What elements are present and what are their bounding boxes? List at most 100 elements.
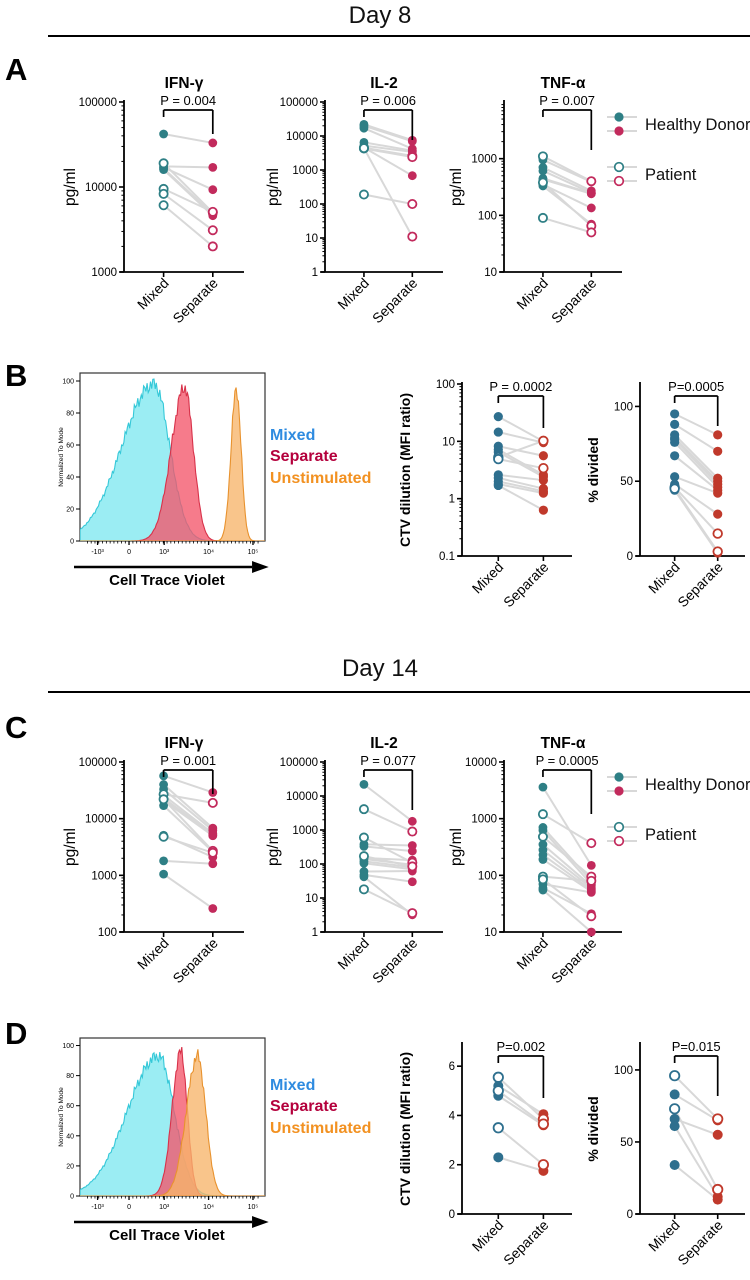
y-tick-label: 0.1 <box>439 551 455 563</box>
flow-legend-item-separate-2: Separate <box>270 1098 338 1116</box>
data-point <box>713 446 723 456</box>
y-tick-label: 10000 <box>85 814 117 826</box>
data-point <box>158 200 169 211</box>
y-tick-label: 100 <box>478 870 497 882</box>
data-point <box>538 782 548 792</box>
legend-label-healthy-donor-2: Healthy Donor <box>645 775 750 794</box>
data-point <box>713 488 723 498</box>
plot-title: IL-2 <box>370 75 398 92</box>
flow-y-tick: 100 <box>62 379 74 386</box>
y-tick-label: 1000 <box>292 825 318 837</box>
y-tick-label: 100 <box>614 1065 633 1077</box>
data-point <box>407 877 417 887</box>
data-point <box>493 480 503 491</box>
flow-x-tick: -10³ <box>91 1204 104 1211</box>
data-point <box>538 475 548 485</box>
data-point <box>208 163 218 172</box>
plot-b-ctv-dilution: 0.1 1 10 100 P = 0.0002 CTV dilution (MFI rat… <box>397 362 586 616</box>
flow-x-tick: 10⁵ <box>248 549 259 556</box>
x-category-label: Mixed <box>469 559 507 597</box>
data-point <box>493 427 503 437</box>
data-point <box>158 188 169 199</box>
plot-b-percent-divided: 0 50 100 P=0.0005 % divided Mixed Separate <box>585 362 750 616</box>
panel-letter-b: B <box>5 358 28 393</box>
y-tick-label: 100 <box>98 927 117 939</box>
y-tick-label: 100000 <box>280 97 318 109</box>
data-point <box>538 505 548 515</box>
y-tick-label: 1000 <box>471 814 497 826</box>
x-axis-arrow-icon <box>252 561 269 573</box>
x-category-label: Separate <box>500 559 552 611</box>
data-point <box>670 409 680 419</box>
data-point <box>493 412 503 422</box>
data-point <box>537 809 548 820</box>
y-tick-label: 2 <box>449 1160 455 1172</box>
data-point <box>538 885 548 895</box>
x-category-label: Separate <box>674 559 726 611</box>
plot-title: TNF-α <box>541 75 586 92</box>
legend-marker-filled-pair-2 <box>605 770 639 800</box>
data-point <box>492 1085 504 1097</box>
y-tick-label: 100000 <box>79 757 117 769</box>
flow-legend-item-unstimulated-2: Unstimulated <box>270 1119 372 1137</box>
data-point <box>407 846 417 856</box>
y-tick-label: 10000 <box>286 791 318 803</box>
flow-y-tick: 40 <box>66 475 74 482</box>
data-point <box>669 1070 681 1082</box>
data-point <box>538 488 548 498</box>
data-point <box>537 212 548 223</box>
legend-marker-filled-pair <box>605 110 639 140</box>
y-tick-label: 10 <box>305 893 318 905</box>
data-point <box>669 1103 681 1115</box>
flow-legend-b: Mixed Separate Unstimulated <box>270 425 371 489</box>
p-value-annotation: P = 0.0002 <box>489 379 552 394</box>
data-point <box>669 1113 680 1124</box>
plot-title: IFN-γ <box>165 75 204 92</box>
legend-row-patient-2: Patient <box>605 820 750 850</box>
data-point <box>407 908 418 919</box>
y-axis-title: pg/ml <box>448 828 465 866</box>
x-category-label: Separate <box>369 935 421 987</box>
y-tick-label: 10 <box>484 927 497 939</box>
data-point <box>537 1118 549 1130</box>
section-divider-day14 <box>48 691 750 693</box>
y-tick-label: 100 <box>614 401 633 413</box>
flow-legend-item-unstimulated: Unstimulated <box>270 469 372 487</box>
legend-label-patient-2: Patient <box>645 825 697 844</box>
y-tick-label: 100000 <box>280 757 318 769</box>
data-point <box>586 875 597 886</box>
y-tick-label: 1 <box>312 927 318 939</box>
y-tick-label: 50 <box>620 1137 633 1149</box>
x-category-label: Mixed <box>469 1217 507 1255</box>
p-value-annotation: P = 0.007 <box>539 93 595 108</box>
flow-y-tick: 60 <box>66 1103 74 1110</box>
y-axis-title: % divided <box>585 437 601 502</box>
y-tick-label: 10 <box>442 436 455 448</box>
y-tick-label: 1000 <box>91 870 117 882</box>
legend-marker-open-pair-2 <box>605 820 639 850</box>
y-axis-title: CTV dilution (MFI ratio) <box>397 393 413 547</box>
x-category-label: Mixed <box>334 275 372 313</box>
data-point <box>712 1113 724 1125</box>
flow-legend-item-mixed: Mixed <box>270 427 316 444</box>
data-point <box>712 1183 724 1196</box>
x-category-label: Separate <box>674 1217 726 1269</box>
x-category-label: Mixed <box>513 275 551 313</box>
y-tick-label: 6 <box>449 1061 455 1073</box>
data-point <box>537 151 548 162</box>
flow-x-tick: 0 <box>127 549 131 556</box>
y-tick-label: 0 <box>449 1209 455 1221</box>
data-point <box>159 856 168 866</box>
data-point <box>538 451 548 461</box>
flow-y-tick: 80 <box>66 1073 74 1080</box>
y-tick-label: 100 <box>299 199 318 211</box>
p-value-annotation: P = 0.001 <box>160 753 216 768</box>
y-tick-label: 0 <box>627 551 633 563</box>
x-category-label: Separate <box>548 935 600 987</box>
flow-y-tick: 0 <box>70 539 74 546</box>
data-point <box>538 166 548 176</box>
plot-c-tnfa: 10 100 1000 10000 P = 0.0005 TNF-α pg/ml Mixed S… <box>448 722 636 992</box>
